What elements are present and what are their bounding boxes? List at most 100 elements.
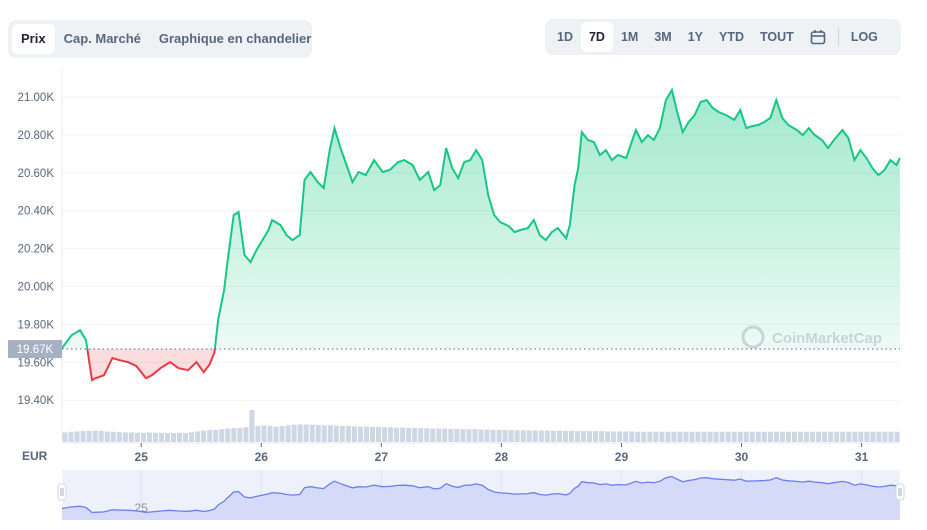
divider — [837, 28, 839, 46]
volume-bar — [219, 429, 225, 442]
volume-bar — [116, 432, 122, 442]
volume-bar — [146, 432, 152, 442]
volume-bar — [466, 429, 472, 442]
volume-bar — [484, 429, 490, 442]
navigator-line — [61, 475, 901, 514]
volume-bar — [351, 426, 357, 442]
y-tick-label: 20.00K — [18, 282, 55, 294]
volume-bar — [164, 433, 171, 442]
volume-bar — [514, 430, 520, 442]
y-tick-label: 19.80K — [18, 319, 55, 331]
volume-bar — [231, 428, 237, 442]
volume-bar — [876, 431, 882, 442]
volume-bar — [804, 431, 810, 442]
volume-bar — [737, 431, 743, 442]
volume-bar — [321, 425, 327, 442]
volume-bar — [74, 431, 80, 442]
volume-bar — [363, 426, 369, 442]
volume-bar — [653, 431, 659, 442]
volume-bar — [810, 431, 816, 442]
volume-bar — [623, 431, 629, 442]
navigator-handle-left[interactable] — [57, 483, 67, 501]
volume-bar — [442, 428, 448, 442]
volume-bar — [92, 430, 98, 442]
volume-bar — [888, 431, 894, 442]
range-3m[interactable]: 3M — [654, 30, 672, 44]
log-toggle[interactable]: LOG — [850, 30, 878, 44]
y-tick-label: 20.60K — [18, 168, 55, 180]
tab-price[interactable]: Prix — [12, 24, 55, 54]
volume-bar — [62, 432, 68, 442]
volume-bar — [599, 431, 605, 442]
volume-bar — [448, 428, 454, 442]
volume-bar — [309, 424, 315, 442]
range-1y[interactable]: 1Y — [687, 30, 704, 44]
volume-bar — [237, 427, 243, 442]
volume-bar — [213, 429, 219, 442]
range-1m[interactable]: 1M — [620, 30, 639, 44]
volume-bar — [520, 430, 526, 442]
volume-bar — [502, 429, 508, 442]
volume-bar — [279, 426, 285, 442]
x-tick-label: 25 — [135, 450, 149, 464]
volume-bar — [140, 432, 146, 442]
tab-candlestick[interactable]: Graphique en chandelier — [158, 31, 312, 46]
volume-bar — [629, 431, 635, 442]
volume-bar — [98, 430, 104, 442]
volume-bar — [86, 430, 92, 442]
x-tick-label: 30 — [735, 450, 749, 464]
calendar-icon — [810, 30, 826, 45]
volume-bar — [894, 431, 900, 442]
volume-bar — [532, 430, 538, 442]
volume-bar — [418, 428, 424, 442]
volume-bar — [677, 431, 683, 442]
volume-bar — [189, 432, 195, 442]
volume-bar — [683, 431, 689, 442]
volume-bar — [725, 431, 731, 442]
volume-bar — [412, 427, 418, 442]
volume-bar — [611, 431, 617, 442]
y-tick-label: 21.00K — [18, 92, 55, 104]
volume-bar — [207, 429, 213, 442]
range-1d[interactable]: 1D — [557, 30, 573, 44]
volume-bar — [852, 431, 858, 442]
volume-bar — [68, 431, 74, 442]
volume-bar — [743, 431, 749, 442]
range-7d[interactable]: 7D — [580, 22, 613, 52]
volume-bar — [400, 427, 406, 442]
volume-bar — [158, 433, 164, 442]
chart-type-tabs: Prix Cap. Marché Graphique en chandelier — [8, 20, 312, 58]
volume-bar — [822, 431, 828, 442]
volume-bar — [333, 425, 339, 442]
volume-bar — [689, 431, 695, 442]
y-tick-label: 19.40K — [18, 395, 55, 407]
navigator-handle-right[interactable] — [895, 483, 905, 501]
tab-market-cap[interactable]: Cap. Marché — [63, 31, 141, 46]
volume-bar — [707, 431, 713, 442]
volume-bar — [761, 431, 767, 442]
range-all[interactable]: TOUT — [760, 30, 794, 44]
volume-bar — [122, 432, 128, 442]
volume-bar — [749, 431, 755, 442]
time-range-tabs: 1D 7D 1M 3M 1Y YTD TOUT LOG — [545, 19, 901, 55]
currency-label: EUR — [22, 449, 48, 463]
volume-bar — [550, 430, 556, 442]
volume-bar — [171, 433, 177, 442]
volume-bar — [508, 430, 514, 442]
x-tick-label: 26 — [255, 450, 269, 464]
volume-bar — [587, 431, 593, 442]
volume-bar — [882, 431, 888, 442]
volume-bar — [436, 428, 442, 442]
range-ytd[interactable]: YTD — [719, 30, 745, 44]
volume-bar — [382, 427, 388, 442]
volume-bar — [249, 410, 255, 442]
price-area-down — [87, 349, 215, 381]
calendar-button[interactable] — [802, 22, 834, 52]
baseline-label: 19.67K — [17, 344, 54, 356]
x-tick-label: 27 — [375, 450, 389, 464]
volume-bar — [388, 427, 394, 442]
volume-bar — [647, 431, 653, 442]
volume-bar — [369, 426, 375, 442]
volume-bar — [785, 431, 791, 442]
